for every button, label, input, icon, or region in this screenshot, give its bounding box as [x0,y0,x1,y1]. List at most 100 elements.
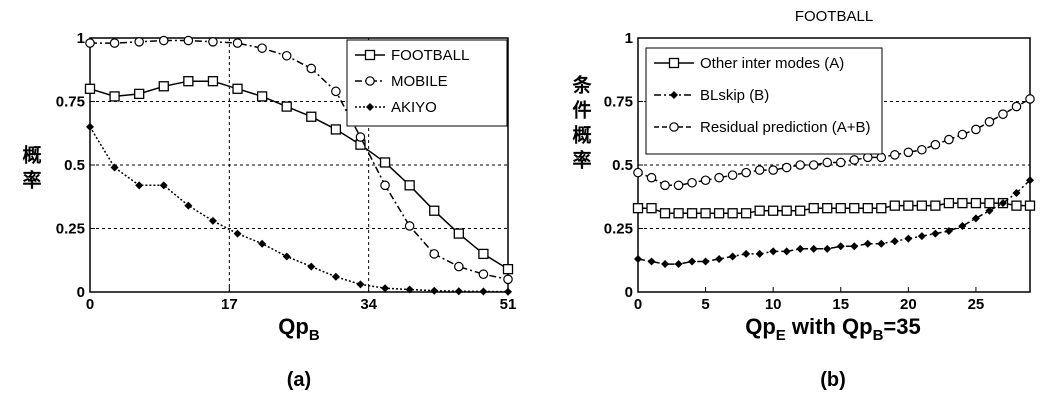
data-point [646,172,657,183]
data-point [503,274,513,285]
data-point [768,205,779,216]
data-point [741,167,751,178]
chart-panel-0: 0 0.25 0.5 0.75 1 0 17 34 51 FOOTBALL MOBILE AKIYO [56,30,517,313]
data-point [207,76,219,87]
data-point [714,172,724,183]
x-tick-label: 10 [765,296,782,313]
data-point [971,214,980,223]
series-line [89,126,509,293]
data-point [740,208,752,219]
legend-marker [669,122,679,132]
data-point [998,199,1007,208]
data-point [957,129,968,140]
legend-marker [364,49,376,61]
data-point [429,249,440,259]
data-point [380,180,390,191]
data-point [836,242,845,251]
data-point [715,254,724,263]
legend-marker [366,103,374,111]
data-point [632,203,644,214]
data-point [502,263,514,275]
y-tick-label: 1 [77,30,85,47]
data-point [727,208,738,219]
data-point [1026,176,1034,185]
data-point [479,287,488,296]
data-point [903,200,914,211]
data-point [835,203,846,214]
data-point [700,175,711,186]
data-point [700,208,711,219]
data-point [134,37,144,47]
y-tick-label: 0.5 [64,157,85,174]
data-point [971,124,981,135]
data-point [998,109,1008,119]
series-blskip-b- [634,176,1034,269]
data-point [850,242,859,251]
data-point [135,181,144,190]
series-mobile [85,35,513,285]
legend-marker [670,91,678,99]
data-point [256,91,268,102]
data-point [1012,188,1021,197]
x-tick-label: 20 [900,296,917,313]
series-line [637,179,1031,265]
data-point [904,234,913,243]
data-point [158,81,169,92]
data-point [355,132,366,142]
data-point [823,244,832,253]
legend-marker [668,57,680,69]
y-tick-label: 0.25 [604,221,633,238]
x-tick-label: 17 [221,296,238,313]
data-point [890,237,899,246]
y-tick-label: 0.25 [56,221,85,238]
x-tick-label: 34 [360,296,377,313]
y-tick-label: 0.5 [612,157,633,174]
data-point [876,203,887,214]
data-point [109,38,120,48]
data-point [822,203,833,214]
x-tick-label: 15 [832,296,849,313]
data-point [835,157,846,168]
data-point [890,150,900,160]
data-point [781,162,792,173]
data-point [917,144,927,155]
series-akiyo [86,122,512,296]
data-point [984,117,995,127]
data-point [673,208,684,219]
data-point [504,287,512,296]
data-point [257,43,267,53]
data-point [646,203,657,214]
data-point [701,257,710,266]
series-other-inter-modes-a- [632,197,1036,219]
data-point [916,200,928,211]
y-axis-title: 条件概率 [570,74,592,175]
data-point [674,260,683,269]
data-point [454,287,463,296]
data-point [208,37,218,47]
data-point [183,35,194,46]
data-point [84,83,96,94]
data-point [404,180,415,191]
x-axis-title: QpB [278,314,320,344]
y-tick-label: 0 [77,284,85,301]
data-point [478,269,489,280]
data-point [183,76,194,87]
data-point [754,205,765,216]
legend-label: Residual prediction (A+B) [700,119,871,136]
data-point [1011,101,1022,112]
data-point [430,286,439,295]
data-point [1025,94,1035,104]
data-point [809,244,818,253]
data-point [984,197,995,209]
x-axis-title: QpE with QpB=35 [745,314,921,344]
data-point [796,244,805,253]
panel-label: (b) [820,369,846,391]
data-point [281,50,292,61]
data-point [917,232,926,241]
data-point [232,38,243,48]
data-point [659,208,671,219]
data-point [306,111,317,122]
data-point [331,272,340,281]
y-axis-title: 概率 [20,145,42,195]
x-tick-label: 0 [86,296,94,313]
